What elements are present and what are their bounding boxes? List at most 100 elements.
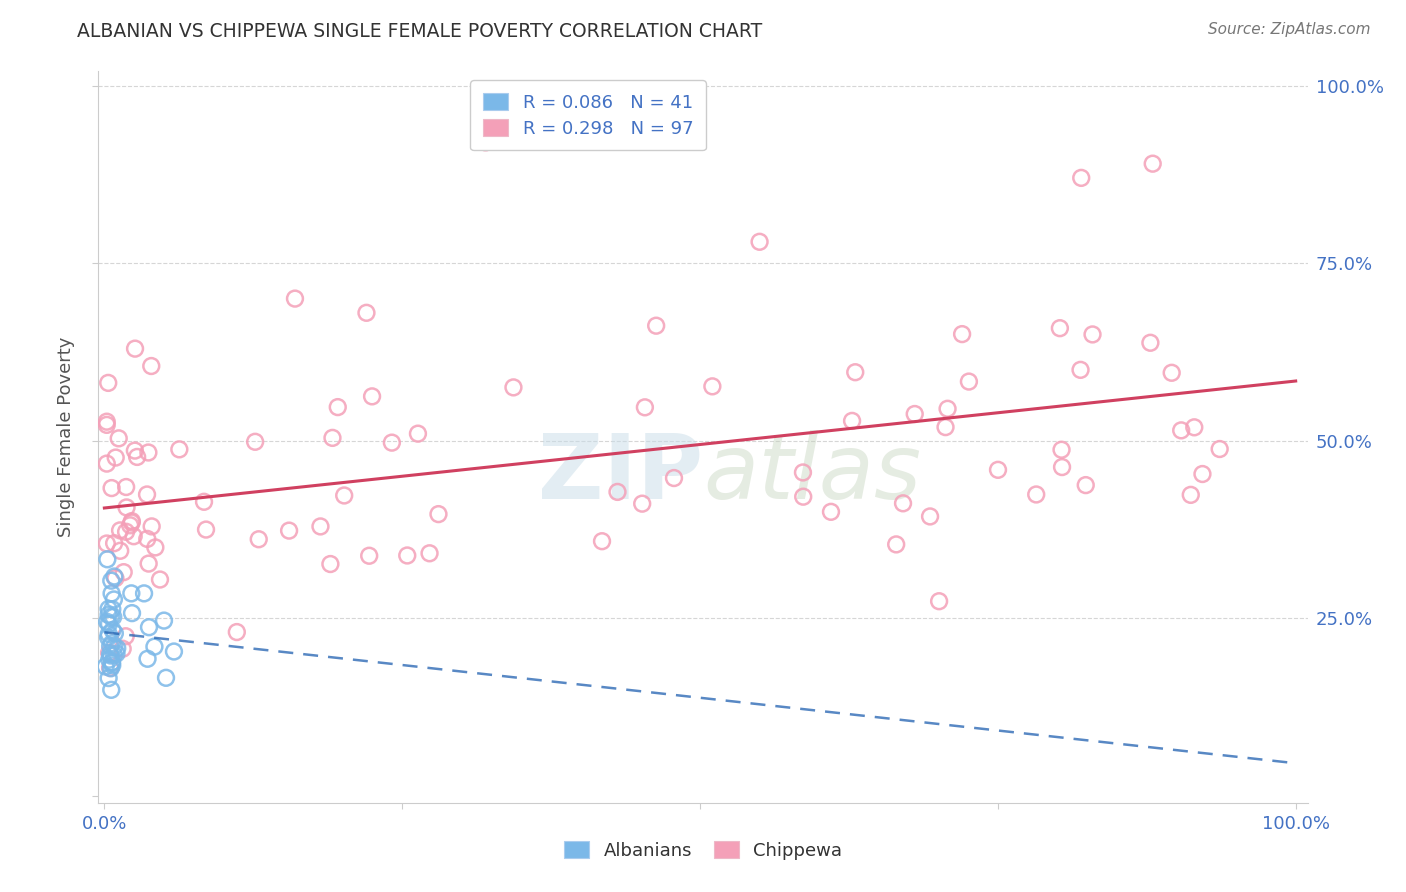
Point [96,417,118,432]
Point [792,490,814,504]
Text: ZIP: ZIP [538,430,703,517]
Point [1182,420,1205,434]
Point [122,529,145,543]
Point [820,505,842,519]
Point [108,543,131,558]
Point [101,658,124,673]
Point [103,648,125,662]
Point [105,647,128,661]
Point [120,518,142,533]
Point [105,641,128,656]
Point [1074,478,1097,492]
Text: atlas: atlas [703,430,921,517]
Point [103,640,125,654]
Point [284,292,307,306]
Point [138,557,160,571]
Point [107,431,129,445]
Point [163,644,186,658]
Point [1170,423,1192,437]
Point [96,536,118,550]
Point [104,626,127,640]
Point [1070,363,1092,377]
Point [987,463,1010,477]
Point [97,376,120,390]
Point [100,481,122,495]
Point [101,636,124,650]
Point [100,574,122,588]
Point [143,640,166,654]
Point [120,586,142,600]
Point [97,631,120,645]
Point [1139,335,1161,350]
Point [124,443,146,458]
Point [94,659,117,673]
Point [381,435,404,450]
Point [631,497,654,511]
Point [309,519,332,533]
Point [103,592,125,607]
Point [100,682,122,697]
Point [115,480,138,494]
Point [112,565,135,579]
Point [1208,442,1230,456]
Point [427,507,450,521]
Point [936,401,959,416]
Point [97,607,120,622]
Point [121,514,143,528]
Point [591,534,613,549]
Point [141,359,163,373]
Point [136,487,159,501]
Point [702,379,724,393]
Point [98,646,121,660]
Point [96,457,118,471]
Point [247,533,270,547]
Point [136,652,159,666]
Point [169,442,191,457]
Legend: Albanians, Chippewa: Albanians, Chippewa [557,834,849,867]
Point [103,610,125,624]
Point [1025,487,1047,501]
Point [96,415,118,429]
Point [96,615,118,629]
Point [662,471,685,485]
Point [920,509,942,524]
Point [101,656,124,670]
Point [957,375,980,389]
Point [100,586,122,600]
Point [904,407,927,421]
Point [104,571,127,585]
Point [115,500,138,515]
Point [132,586,155,600]
Point [127,450,149,464]
Point [928,594,950,608]
Point [645,318,668,333]
Point [326,400,349,414]
Point [419,546,441,560]
Point [396,549,419,563]
Point [115,524,138,539]
Point [606,484,628,499]
Point [321,431,343,445]
Point [225,625,247,640]
Point [1142,156,1164,170]
Point [138,620,160,634]
Point [96,552,118,566]
Point [319,557,342,571]
Point [1049,321,1071,335]
Point [111,641,134,656]
Point [97,602,120,616]
Point [359,549,381,563]
Point [193,495,215,509]
Point [97,627,120,641]
Point [634,401,657,415]
Point [143,541,166,555]
Point [356,306,378,320]
Point [103,536,125,550]
Point [121,516,143,530]
Point [243,434,266,449]
Point [100,648,122,663]
Point [121,606,143,620]
Point [1070,170,1092,185]
Point [136,532,159,546]
Point [101,602,124,616]
